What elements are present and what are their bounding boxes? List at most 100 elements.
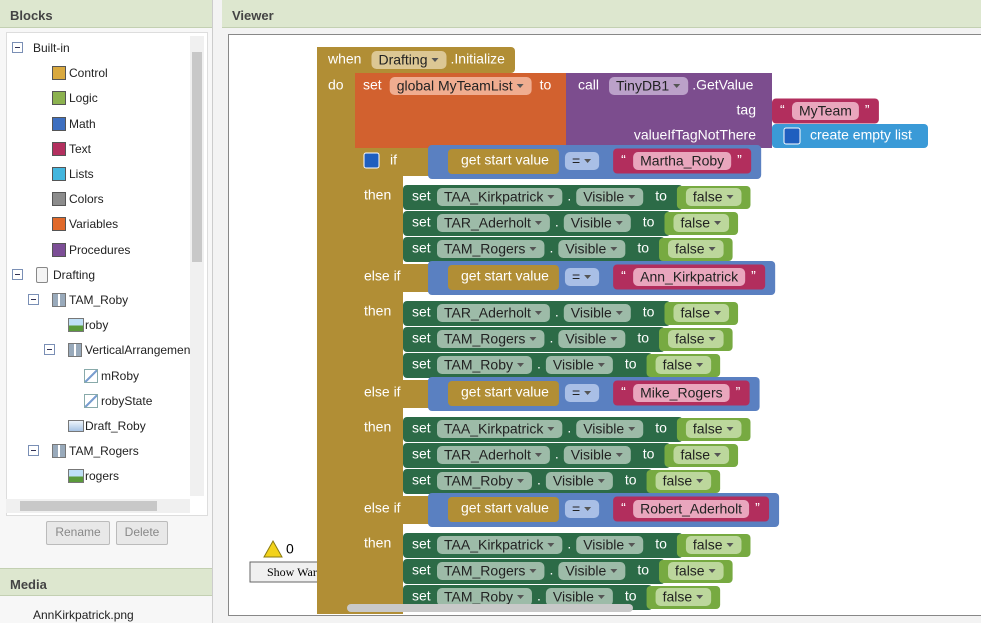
collapse-toggle[interactable] xyxy=(28,294,39,305)
dropdown[interactable] xyxy=(668,240,724,258)
category-icon xyxy=(52,142,66,156)
dropdown[interactable] xyxy=(685,420,742,438)
h-thumb[interactable] xyxy=(20,501,157,511)
dropdown[interactable] xyxy=(437,420,563,438)
dropdown[interactable] xyxy=(668,562,724,580)
dropdown[interactable] xyxy=(563,446,631,464)
dropdown[interactable] xyxy=(545,356,613,374)
delete-button[interactable]: Delete xyxy=(116,521,168,545)
dropdown-arrow xyxy=(610,247,618,251)
dropdown[interactable] xyxy=(633,500,750,518)
dropdown[interactable] xyxy=(633,384,730,402)
dropdown[interactable] xyxy=(437,330,545,348)
tree-label[interactable]: Variables xyxy=(69,217,119,231)
media-file[interactable]: AnnKirkpatrick.png xyxy=(33,608,134,622)
v-scroll[interactable] xyxy=(190,36,204,496)
dropdown[interactable] xyxy=(563,304,631,322)
dropdown[interactable] xyxy=(633,152,732,170)
v-thumb[interactable] xyxy=(192,52,202,262)
dropdown[interactable] xyxy=(545,472,613,490)
dropdown-text: false xyxy=(693,189,723,205)
dropdown[interactable] xyxy=(437,446,550,464)
dropdown[interactable] xyxy=(437,472,532,490)
dropdown-arrow xyxy=(696,363,704,367)
tree-label[interactable]: TAM_Rogers xyxy=(69,444,139,458)
dropdown[interactable] xyxy=(655,472,712,490)
collapse-toggle[interactable] xyxy=(28,445,39,456)
mutator[interactable] xyxy=(363,152,380,169)
rename-button[interactable]: Rename xyxy=(46,521,110,545)
dropdown[interactable] xyxy=(389,77,532,95)
tree-label[interactable]: Lists xyxy=(69,167,94,181)
tree-label[interactable]: rogers xyxy=(85,469,120,483)
tree-label[interactable]: Drafting xyxy=(53,268,96,282)
dropdown[interactable] xyxy=(545,588,613,606)
tree-label[interactable]: TAM_Roby xyxy=(69,293,129,307)
tree-label[interactable]: VerticalArrangement1 xyxy=(85,343,190,357)
dropdown[interactable] xyxy=(558,562,626,580)
dropdown[interactable] xyxy=(576,536,644,554)
dropdown[interactable] xyxy=(685,188,742,206)
dropdown[interactable] xyxy=(609,77,689,95)
minus xyxy=(31,299,36,300)
block-text: get start value xyxy=(461,384,549,400)
arrangement-icon xyxy=(68,343,82,357)
get-block xyxy=(448,381,559,406)
dropdown[interactable] xyxy=(576,188,644,206)
dropdown[interactable] xyxy=(558,330,626,348)
dropdown-text: TAA_Kirkpatrick xyxy=(444,537,544,553)
tree-label[interactable]: Colors xyxy=(69,192,104,206)
dropdown[interactable] xyxy=(633,268,746,286)
tree-label[interactable]: Control xyxy=(69,66,108,80)
tree-label[interactable]: roby xyxy=(85,318,109,332)
arrangement-icon xyxy=(52,444,66,458)
tree-label[interactable]: Logic xyxy=(69,91,98,105)
dropdown[interactable] xyxy=(437,214,550,232)
dropdown[interactable] xyxy=(437,240,545,258)
tree-label[interactable]: Draft_Roby xyxy=(85,419,146,433)
dropdown[interactable] xyxy=(437,356,532,374)
block-text: set xyxy=(412,472,431,488)
block-text: else if xyxy=(364,384,401,400)
block-text: .Initialize xyxy=(451,51,506,67)
dropdown[interactable] xyxy=(437,562,545,580)
collapse-toggle[interactable] xyxy=(12,269,23,280)
dropdown[interactable] xyxy=(564,268,600,286)
dropdown[interactable] xyxy=(685,536,742,554)
dropdown[interactable] xyxy=(673,446,730,464)
dropdown[interactable] xyxy=(668,330,724,348)
collapse-toggle[interactable] xyxy=(12,42,23,53)
dropdown[interactable] xyxy=(371,51,447,69)
collapse-toggle[interactable] xyxy=(44,344,55,355)
dropdown[interactable] xyxy=(564,500,600,518)
dropdown[interactable] xyxy=(673,214,730,232)
dropdown[interactable] xyxy=(437,304,550,322)
dropdown[interactable] xyxy=(792,102,859,120)
workspace-scroll-thumb[interactable] xyxy=(347,604,633,612)
dropdown[interactable] xyxy=(576,420,644,438)
dropdown[interactable] xyxy=(437,188,563,206)
h-scroll[interactable] xyxy=(6,499,190,513)
dropdown-text: MyTeam xyxy=(799,103,852,119)
tree-label[interactable]: Text xyxy=(69,142,92,156)
dropdown[interactable] xyxy=(655,588,712,606)
block-text: set xyxy=(412,536,431,552)
dropdown-arrow xyxy=(529,247,537,251)
dropdown[interactable] xyxy=(563,214,631,232)
tree-label[interactable]: Math xyxy=(69,117,96,131)
tree-label[interactable]: Built-in xyxy=(33,41,70,55)
dropdown[interactable] xyxy=(564,152,600,170)
dropdown-text: Visible xyxy=(553,473,594,489)
dropdown[interactable] xyxy=(437,536,563,554)
dropdown-arrow xyxy=(584,275,592,279)
dropdown[interactable] xyxy=(437,588,532,606)
dropdown[interactable] xyxy=(564,384,600,402)
dropdown[interactable] xyxy=(655,356,712,374)
tree-label[interactable]: mRoby xyxy=(101,369,140,383)
block-text: to xyxy=(540,77,552,93)
dropdown[interactable] xyxy=(558,240,626,258)
tree-label[interactable]: robyState xyxy=(101,394,153,408)
tree-label[interactable]: Procedures xyxy=(69,243,131,257)
block-text: to xyxy=(625,472,637,488)
dropdown[interactable] xyxy=(673,304,730,322)
